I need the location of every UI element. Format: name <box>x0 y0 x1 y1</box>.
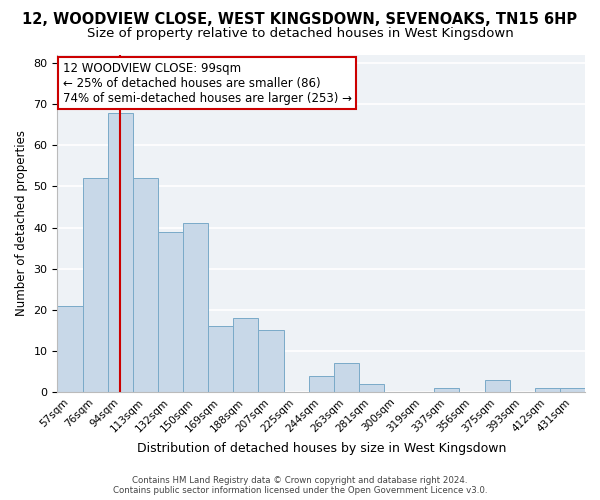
Text: Contains HM Land Registry data © Crown copyright and database right 2024.
Contai: Contains HM Land Registry data © Crown c… <box>113 476 487 495</box>
X-axis label: Distribution of detached houses by size in West Kingsdown: Distribution of detached houses by size … <box>137 442 506 455</box>
Bar <box>434 388 460 392</box>
Text: 12 WOODVIEW CLOSE: 99sqm
← 25% of detached houses are smaller (86)
74% of semi-d: 12 WOODVIEW CLOSE: 99sqm ← 25% of detach… <box>62 62 352 104</box>
Bar <box>485 380 509 392</box>
Bar <box>233 318 259 392</box>
Bar <box>334 363 359 392</box>
Bar <box>560 388 585 392</box>
Y-axis label: Number of detached properties: Number of detached properties <box>15 130 28 316</box>
Bar <box>183 224 208 392</box>
Text: 12, WOODVIEW CLOSE, WEST KINGSDOWN, SEVENOAKS, TN15 6HP: 12, WOODVIEW CLOSE, WEST KINGSDOWN, SEVE… <box>22 12 578 28</box>
Bar <box>158 232 183 392</box>
Bar <box>58 306 83 392</box>
Bar <box>308 376 334 392</box>
Bar <box>535 388 560 392</box>
Bar <box>259 330 284 392</box>
Bar <box>359 384 384 392</box>
Bar <box>107 112 133 392</box>
Bar <box>83 178 107 392</box>
Bar <box>208 326 233 392</box>
Bar <box>133 178 158 392</box>
Text: Size of property relative to detached houses in West Kingsdown: Size of property relative to detached ho… <box>86 28 514 40</box>
